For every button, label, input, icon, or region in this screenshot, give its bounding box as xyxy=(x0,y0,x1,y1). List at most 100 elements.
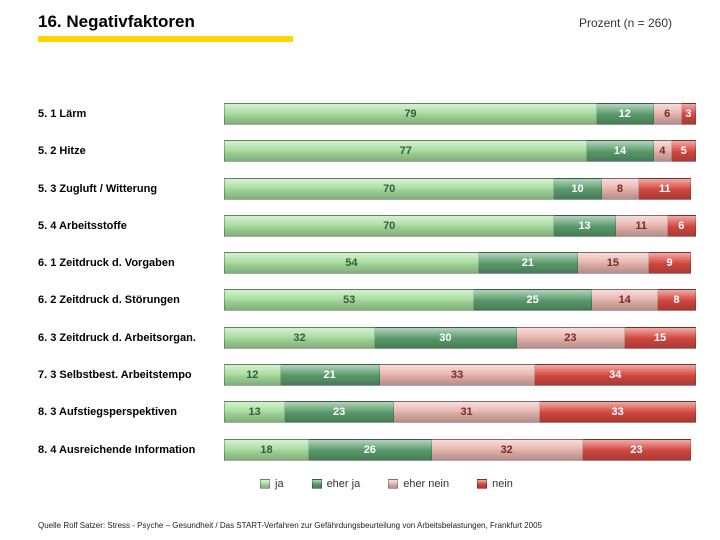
segment-value: 14 xyxy=(614,145,626,157)
row-label: 8. 3 Aufstiegsperspektiven xyxy=(38,406,224,418)
segment-value: 6 xyxy=(678,220,684,232)
bar-segment-nein: 33 xyxy=(540,401,696,423)
source-citation: Quelle Rolf Satzer: Stress - Psyche – Ge… xyxy=(38,521,542,530)
bar: 5421159 xyxy=(224,252,696,274)
bar-segment-eher_nein: 6 xyxy=(654,103,682,125)
chart-row: 8. 4 Ausreichende Information18 26 32 23 xyxy=(38,436,696,464)
bar-segment-ja: 70 xyxy=(224,215,554,237)
segment-value: 54 xyxy=(345,257,357,269)
bar-segment-eher_nein: 32 xyxy=(432,439,583,461)
segment-value: 23 xyxy=(630,444,642,456)
segment-value: 12 xyxy=(246,369,258,381)
segment-value: 8 xyxy=(674,294,680,306)
legend-item-nein: nein xyxy=(477,478,513,490)
segment-value: 77 xyxy=(400,145,412,157)
segment-value: 6 xyxy=(664,108,670,120)
bar-segment-eher_nein: 8 xyxy=(602,178,640,200)
segment-value: 11 xyxy=(659,183,671,195)
bar-segment-eher_ja: 13 xyxy=(554,215,615,237)
segment-value: 70 xyxy=(383,220,395,232)
bar-segment-eher_ja: 21 xyxy=(479,252,578,274)
bar-segment-eher_nein: 23 xyxy=(517,327,626,349)
row-label: 5. 3 Zugluft / Witterung xyxy=(38,183,224,195)
segment-value: 13 xyxy=(578,220,590,232)
bar-segment-ja: 12 xyxy=(224,364,281,386)
bar-segment-eher_ja: 25 xyxy=(474,289,592,311)
bar-segment-nein: 8 xyxy=(658,289,696,311)
segment-value: 15 xyxy=(607,257,619,269)
bar-segment-ja: 13 xyxy=(224,401,285,423)
bar: 32 30 23 15 xyxy=(224,327,696,349)
bar-segment-nein: 6 xyxy=(668,215,696,237)
row-label: 6. 2 Zeitdruck d. Störungen xyxy=(38,294,224,306)
legend-swatch xyxy=(260,479,270,489)
legend-swatch xyxy=(312,479,322,489)
bar-segment-eher_ja: 21 xyxy=(281,364,380,386)
bar-segment-nein: 34 xyxy=(535,364,695,386)
bar-segment-ja: 53 xyxy=(224,289,474,311)
segment-value: 3 xyxy=(685,108,691,120)
bar-segment-nein: 11 xyxy=(639,178,691,200)
bar-segment-nein: 15 xyxy=(625,327,696,349)
title-underline xyxy=(38,36,293,42)
segment-value: 30 xyxy=(439,332,451,344)
legend-label: eher ja xyxy=(327,478,361,490)
legend-label: eher nein xyxy=(403,478,449,490)
legend-item-ja: ja xyxy=(260,478,284,490)
chart-row: 5. 1 Lärm791263 xyxy=(38,100,696,128)
bar-segment-nein: 5 xyxy=(672,140,696,162)
bar-segment-ja: 32 xyxy=(224,327,375,349)
bar-segment-eher_ja: 26 xyxy=(309,439,432,461)
segment-value: 15 xyxy=(654,332,666,344)
row-label: 5. 2 Hitze xyxy=(38,145,224,157)
row-label: 6. 1 Zeitdruck d. Vorgaben xyxy=(38,257,224,269)
segment-value: 21 xyxy=(522,257,534,269)
bar-segment-nein: 3 xyxy=(682,103,696,125)
legend: ja eher ja eher nein nein xyxy=(260,478,513,490)
segment-value: 5 xyxy=(681,145,687,157)
segment-value: 4 xyxy=(659,145,665,157)
segment-value: 10 xyxy=(571,183,583,195)
bar-segment-ja: 77 xyxy=(224,140,587,162)
bar-segment-eher_nein: 31 xyxy=(394,401,540,423)
segment-value: 32 xyxy=(501,444,513,456)
segment-value: 8 xyxy=(617,183,623,195)
chart-subtitle: Prozent (n = 260) xyxy=(579,16,672,30)
row-label: 7. 3 Selbstbest. Arbeitstempo xyxy=(38,369,224,381)
bar-segment-eher_nein: 14 xyxy=(592,289,658,311)
chart-row: 5. 4 Arbeitsstoffe 70 13 11 6 xyxy=(38,212,696,240)
segment-value: 34 xyxy=(609,369,621,381)
legend-item-eher_nein: eher nein xyxy=(388,478,449,490)
segment-value: 11 xyxy=(635,220,647,232)
segment-value: 21 xyxy=(324,369,336,381)
bar-segment-ja: 54 xyxy=(224,252,479,274)
segment-value: 13 xyxy=(249,406,261,418)
chart-row: 5. 2 Hitze 77 14 4 5 xyxy=(38,137,696,165)
legend-label: nein xyxy=(492,478,513,490)
bar: 532514 8 xyxy=(224,289,696,311)
chart-row: 5. 3 Zugluft / Witterung70 10 8 11 xyxy=(38,175,696,203)
segment-value: 12 xyxy=(619,108,631,120)
bar-segment-nein: 23 xyxy=(583,439,692,461)
segment-value: 33 xyxy=(611,406,623,418)
bar-segment-ja: 70 xyxy=(224,178,554,200)
chart-row: 6. 1 Zeitdruck d. Vorgaben5421159 xyxy=(38,249,696,277)
bar-segment-eher_nein: 15 xyxy=(578,252,649,274)
bar-chart: 5. 1 Lärm7912635. 2 Hitze7714455. 3 Zugl… xyxy=(38,100,696,473)
segment-value: 32 xyxy=(293,332,305,344)
bar-segment-eher_ja: 10 xyxy=(554,178,601,200)
legend-swatch xyxy=(388,479,398,489)
bar-segment-eher_ja: 12 xyxy=(597,103,654,125)
bar-segment-eher_nein: 4 xyxy=(654,140,673,162)
row-label: 5. 4 Arbeitsstoffe xyxy=(38,220,224,232)
segment-value: 23 xyxy=(564,332,576,344)
legend-swatch xyxy=(477,479,487,489)
bar-segment-ja: 18 xyxy=(224,439,309,461)
segment-value: 26 xyxy=(364,444,376,456)
row-label: 8. 4 Ausreichende Information xyxy=(38,444,224,456)
bar: 791263 xyxy=(224,103,696,125)
chart-row: 8. 3 Aufstiegsperspektiven 13 23 31 33 xyxy=(38,398,696,426)
segment-value: 31 xyxy=(460,406,472,418)
bar: 77 14 4 5 xyxy=(224,140,696,162)
segment-value: 23 xyxy=(333,406,345,418)
